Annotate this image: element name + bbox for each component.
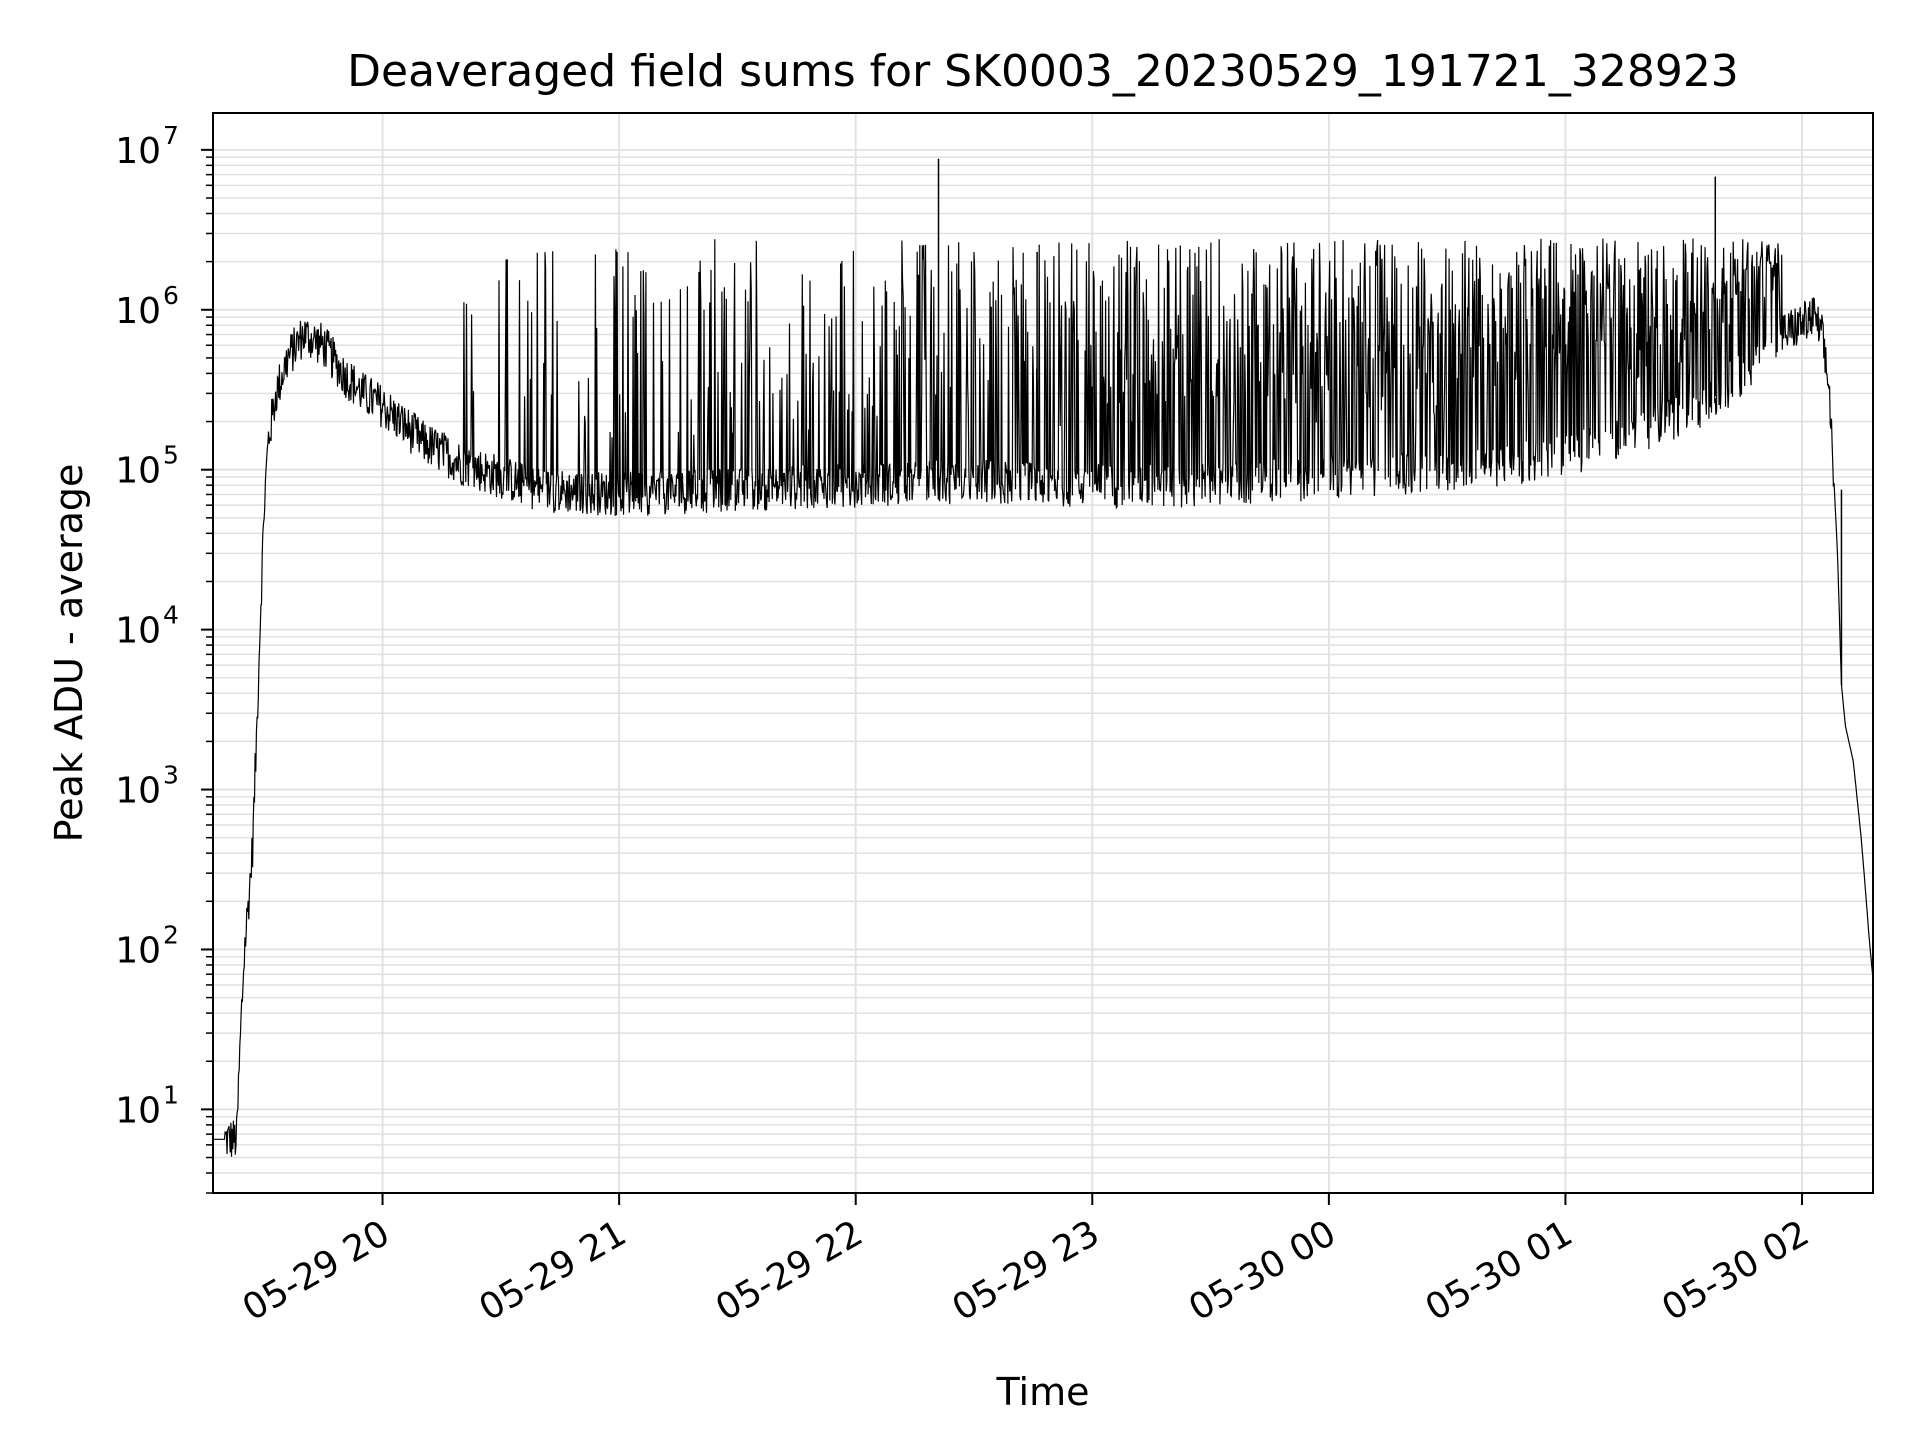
y-tick-label: 10 xyxy=(115,930,161,971)
y-tick-exponent: 1 xyxy=(163,1080,179,1109)
y-tick-label: 10 xyxy=(115,611,161,652)
y-tick-exponent: 5 xyxy=(163,441,179,470)
data-series xyxy=(213,158,1873,1157)
y-tick-label: 10 xyxy=(115,451,161,492)
y-tick-label: 10 xyxy=(115,1090,161,1131)
x-axis-label: Time xyxy=(996,1370,1090,1414)
y-tick-exponent: 4 xyxy=(163,601,179,630)
y-tick-exponent: 6 xyxy=(163,281,179,310)
y-tick-exponent: 3 xyxy=(163,761,179,790)
y-tick-exponent: 2 xyxy=(163,920,179,949)
y-tick-label: 10 xyxy=(115,131,161,172)
y-axis-label: Peak ADU - average xyxy=(47,464,91,843)
y-tick-label: 10 xyxy=(115,771,161,812)
plot-frame xyxy=(212,112,1874,1194)
chart-title: Deaveraged field sums for SK0003_2023052… xyxy=(347,46,1739,97)
y-tick-label: 10 xyxy=(115,291,161,332)
series-line xyxy=(213,238,1873,1157)
y-tick-exponent: 7 xyxy=(163,121,179,150)
